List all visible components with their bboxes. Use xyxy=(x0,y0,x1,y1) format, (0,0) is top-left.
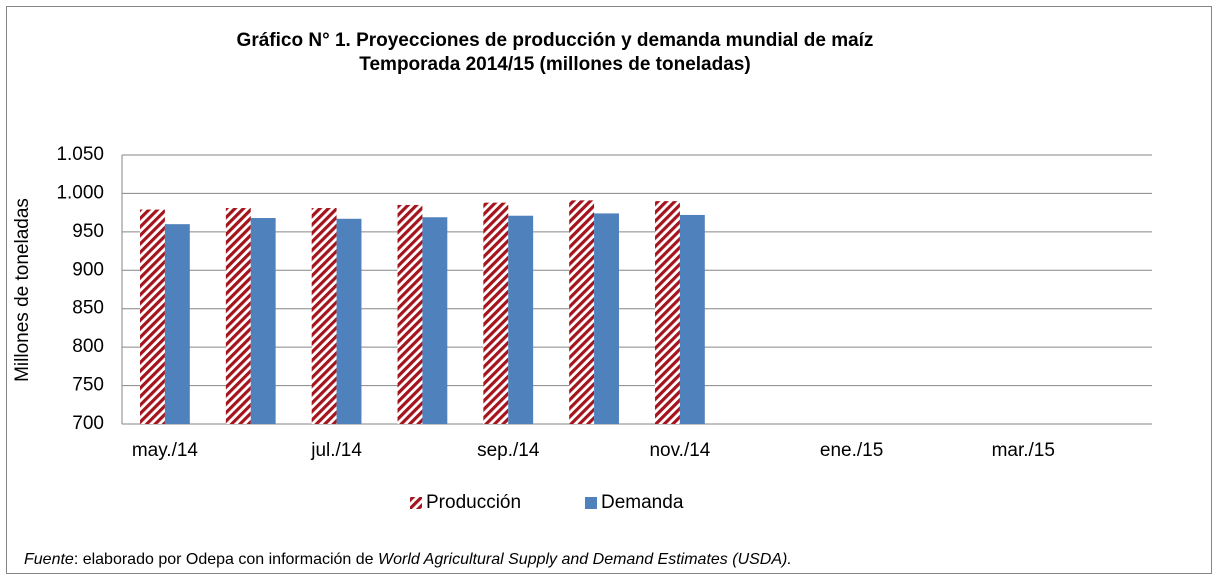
chart-title: Gráfico N° 1. Proyecciones de producción… xyxy=(237,30,874,51)
bar xyxy=(569,200,595,424)
bar xyxy=(311,208,337,424)
bar xyxy=(225,208,251,424)
y-tick-label: 850 xyxy=(72,298,104,319)
source-part: : elaborado por Odepa con información de xyxy=(74,551,378,568)
bar xyxy=(508,215,534,424)
bar xyxy=(594,213,619,424)
y-tick-label: 750 xyxy=(72,375,104,396)
chart-subtitle: Temporada 2014/15 (millones de toneladas… xyxy=(359,54,750,75)
x-tick-label: sep./14 xyxy=(477,440,540,461)
bar xyxy=(655,201,680,424)
bar xyxy=(483,202,509,424)
legend-swatch xyxy=(410,497,422,509)
x-tick-label: jul./14 xyxy=(310,440,362,461)
source-part: Fuente xyxy=(24,551,74,568)
bar xyxy=(140,209,165,424)
legend-swatch xyxy=(585,497,597,509)
x-tick-label: ene./15 xyxy=(820,440,883,461)
x-tick-label: nov./14 xyxy=(649,440,710,461)
source-note: Fuente: elaborado por Odepa con informac… xyxy=(24,551,792,568)
x-tick-label: may./14 xyxy=(132,440,199,461)
bar xyxy=(336,218,362,424)
y-tick-label: 800 xyxy=(72,336,104,357)
source-part: World Agricultural Supply and Demand Est… xyxy=(378,551,792,568)
y-tick-label: 1.050 xyxy=(56,144,104,165)
x-tick-label: mar./15 xyxy=(992,440,1055,461)
legend-label: Producción xyxy=(426,492,521,513)
legend-label: Demanda xyxy=(601,492,684,513)
y-tick-label: 700 xyxy=(72,413,104,434)
bar xyxy=(679,214,705,424)
bar xyxy=(397,204,423,424)
y-tick-label: 1.000 xyxy=(56,182,104,203)
bar xyxy=(422,217,448,424)
y-tick-label: 900 xyxy=(72,259,104,280)
bar xyxy=(164,224,190,424)
bar xyxy=(250,218,276,424)
y-tick-label: 950 xyxy=(72,221,104,242)
y-axis-title: Millones de toneladas xyxy=(12,198,33,382)
